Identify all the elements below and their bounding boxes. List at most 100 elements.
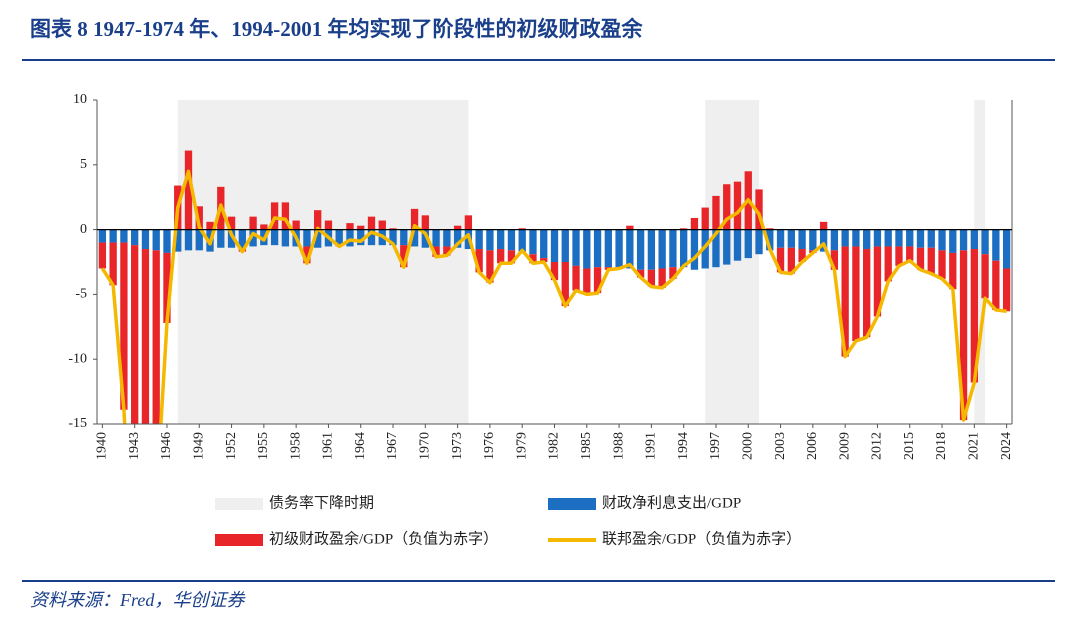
bar xyxy=(701,207,709,230)
bar xyxy=(249,216,257,230)
bar xyxy=(863,249,871,338)
x-tick-label: 2006 xyxy=(805,432,820,460)
bar xyxy=(658,268,666,288)
bar xyxy=(593,229,602,268)
bar xyxy=(141,249,150,424)
bar xyxy=(486,250,494,283)
x-tick-label: 2024 xyxy=(999,432,1014,460)
bar xyxy=(561,229,569,262)
bar xyxy=(163,252,171,323)
bar xyxy=(615,229,623,268)
bar xyxy=(400,229,408,246)
bar xyxy=(755,189,763,230)
x-tick-label: 1976 xyxy=(482,432,497,460)
bar xyxy=(443,246,451,256)
line-series xyxy=(100,169,1007,424)
bar xyxy=(507,250,516,264)
bar xyxy=(701,229,709,269)
bar xyxy=(992,260,1000,310)
x-tick-label: 1988 xyxy=(611,432,626,460)
bar xyxy=(981,254,989,299)
x-tick-label: 2003 xyxy=(773,432,788,460)
bar xyxy=(776,247,785,273)
bar xyxy=(109,229,117,243)
bar xyxy=(766,229,774,251)
bar xyxy=(949,252,957,290)
bar xyxy=(572,229,580,266)
bar xyxy=(970,229,978,250)
bar xyxy=(227,229,236,248)
bar xyxy=(873,229,882,247)
x-tick-label: 2021 xyxy=(967,432,982,460)
bar xyxy=(292,220,300,230)
legend-swatch xyxy=(215,498,263,510)
bar xyxy=(992,229,1000,261)
bar xyxy=(432,246,440,257)
y-tick-label: -5 xyxy=(75,287,87,302)
bar xyxy=(518,229,526,252)
bar xyxy=(410,208,419,230)
bar xyxy=(550,262,559,281)
x-tick-label: 1940 xyxy=(95,432,110,460)
bar xyxy=(852,246,860,342)
bar xyxy=(604,229,612,268)
bar xyxy=(378,220,386,230)
bar xyxy=(895,246,903,266)
x-tick-label: 1967 xyxy=(385,432,400,460)
bar xyxy=(787,229,795,248)
bar xyxy=(400,245,408,268)
bar xyxy=(367,229,376,246)
bar xyxy=(475,249,483,273)
bar xyxy=(776,229,785,248)
bar xyxy=(680,229,688,268)
y-tick-label: -15 xyxy=(68,416,87,431)
bar xyxy=(884,246,892,282)
bar xyxy=(723,184,731,230)
x-tick-label: 1949 xyxy=(191,432,206,460)
source-note: 资料来源：Fred，华创证券 xyxy=(30,590,246,610)
bar xyxy=(184,150,193,230)
bar xyxy=(916,247,925,270)
bar xyxy=(561,262,569,307)
bar xyxy=(636,269,645,278)
bar xyxy=(281,202,290,230)
bar xyxy=(314,210,322,230)
bar xyxy=(443,229,451,247)
legend-label: 初级财政盈余/GDP（负值为赤字） xyxy=(269,529,498,547)
bar xyxy=(626,225,634,230)
x-tick-label: 1970 xyxy=(418,432,433,460)
bar xyxy=(1002,268,1011,312)
bar xyxy=(98,229,107,243)
bar xyxy=(669,267,677,279)
bar xyxy=(206,221,214,230)
bar xyxy=(916,229,925,248)
bar xyxy=(346,223,354,230)
shaded-period xyxy=(974,100,986,424)
x-tick-label: 2000 xyxy=(740,432,755,460)
bar xyxy=(873,246,882,317)
bar xyxy=(367,216,376,230)
bar xyxy=(195,229,203,251)
y-tick-label: 5 xyxy=(80,157,87,172)
bar xyxy=(550,229,559,262)
bar xyxy=(249,229,257,247)
x-tick-label: 1946 xyxy=(159,432,174,460)
bar xyxy=(464,215,473,230)
bar xyxy=(680,228,688,230)
bar xyxy=(357,225,365,230)
legend-swatch xyxy=(548,498,596,510)
bar xyxy=(109,242,117,286)
x-tick-label: 1991 xyxy=(644,432,659,460)
bar xyxy=(733,181,742,230)
bar xyxy=(453,229,462,248)
bar xyxy=(593,267,602,294)
chart-title: 图表 8 1947-1974 年、1994-2001 年均实现了阶段性的初级财政… xyxy=(30,17,643,41)
legend-label: 债务率下降时期 xyxy=(269,494,374,511)
bar xyxy=(529,229,537,255)
bar xyxy=(410,229,419,247)
x-tick-label: 1997 xyxy=(708,432,723,460)
bar xyxy=(131,245,139,424)
bar xyxy=(830,250,839,270)
x-tick-label: 2012 xyxy=(870,432,885,460)
bar xyxy=(238,229,246,248)
